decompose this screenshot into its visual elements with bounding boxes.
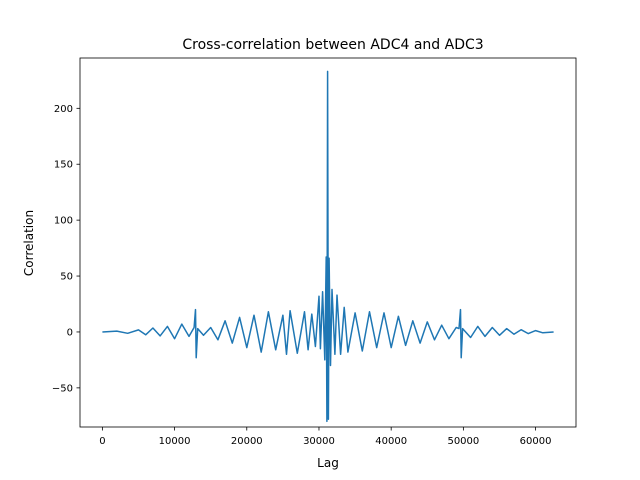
x-tick-label: 50000	[447, 436, 479, 447]
plot-area	[102, 70, 554, 423]
chart-title: Cross-correlation between ADC4 and ADC3	[182, 37, 483, 53]
x-tick-label: 20000	[231, 436, 263, 447]
y-tick-label: 50	[60, 272, 73, 283]
series-line	[102, 70, 554, 423]
y-tick-label: 0	[67, 327, 73, 338]
y-tick-label: 150	[54, 160, 73, 171]
x-tick-label: 0	[99, 436, 105, 447]
y-axis-label: Correlation	[22, 210, 36, 276]
y-tick-label: −50	[52, 383, 73, 394]
x-tick-label: 60000	[520, 436, 552, 447]
x-tick-label: 10000	[159, 436, 191, 447]
x-tick-label: 40000	[375, 436, 407, 447]
y-axis: −50 0 50 100 150 200	[52, 104, 80, 394]
axes-frame	[79, 57, 577, 428]
x-axis-label: Lag	[317, 456, 339, 470]
x-tick-label: 30000	[303, 436, 335, 447]
x-axis: 0 10000 20000 30000 40000 50000 60000	[99, 427, 551, 447]
y-tick-label: 100	[54, 216, 73, 227]
y-tick-label: 200	[54, 104, 73, 115]
